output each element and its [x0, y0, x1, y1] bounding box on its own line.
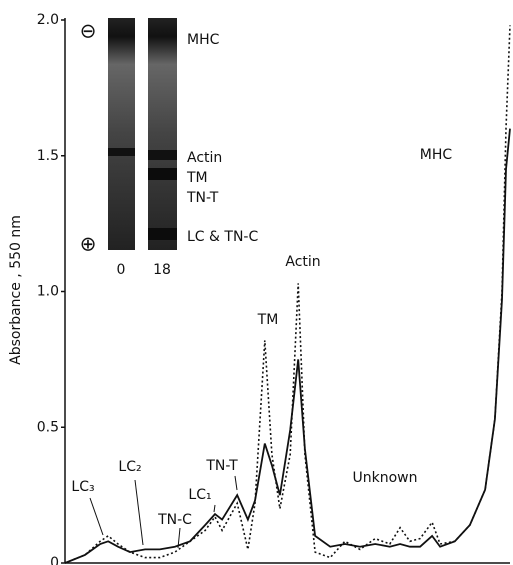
y-tick-label: 2.0	[37, 12, 59, 28]
annotation-pointer	[214, 505, 215, 512]
annotation: LC₁	[188, 487, 211, 503]
annotation-pointer	[235, 476, 237, 490]
y-tick-label: 0.5	[37, 419, 59, 435]
gel-band	[148, 168, 177, 180]
annotation: Unknown	[353, 470, 418, 486]
annotation-pointer	[90, 498, 103, 535]
y-tick-label: 1.0	[37, 284, 59, 300]
gel-band-label: TN-T	[186, 190, 219, 206]
annotation: LC₃	[71, 479, 94, 495]
gel-band-label: LC & TN-C	[187, 229, 258, 245]
annotation: TN-T	[205, 458, 238, 474]
gel-lane-label: 18	[153, 262, 171, 278]
y-axis-label: Absorbance , 550 nm	[8, 215, 24, 365]
annotation: TM	[257, 312, 279, 328]
y-tick-label: 0	[50, 555, 59, 565]
gel-band	[148, 228, 177, 240]
gel-band-label: MHC	[187, 32, 220, 48]
gel-band	[108, 148, 135, 156]
y-tick-label: 1.5	[37, 148, 59, 164]
gel-pole: ⊕	[80, 232, 97, 256]
annotation: LC₂	[118, 459, 141, 475]
gel-inset	[108, 18, 177, 250]
annotation: Actin	[285, 254, 320, 270]
annotation-pointer	[135, 480, 143, 545]
gel-lane	[148, 18, 177, 250]
annotation: MHC	[420, 147, 453, 163]
gel-pole: ⊖	[80, 19, 97, 43]
gel-band	[148, 150, 177, 160]
annotation: TN-C	[157, 512, 192, 528]
chart: ⊖ ⊕ 0 18 MHC Actin TM TN-T LC & TN-C Abs…	[0, 0, 513, 565]
gel-band-label: TM	[186, 170, 208, 186]
gel-band-label: Actin	[187, 150, 222, 166]
gel-lane-label: 0	[117, 262, 126, 278]
gel-lane	[108, 18, 135, 250]
